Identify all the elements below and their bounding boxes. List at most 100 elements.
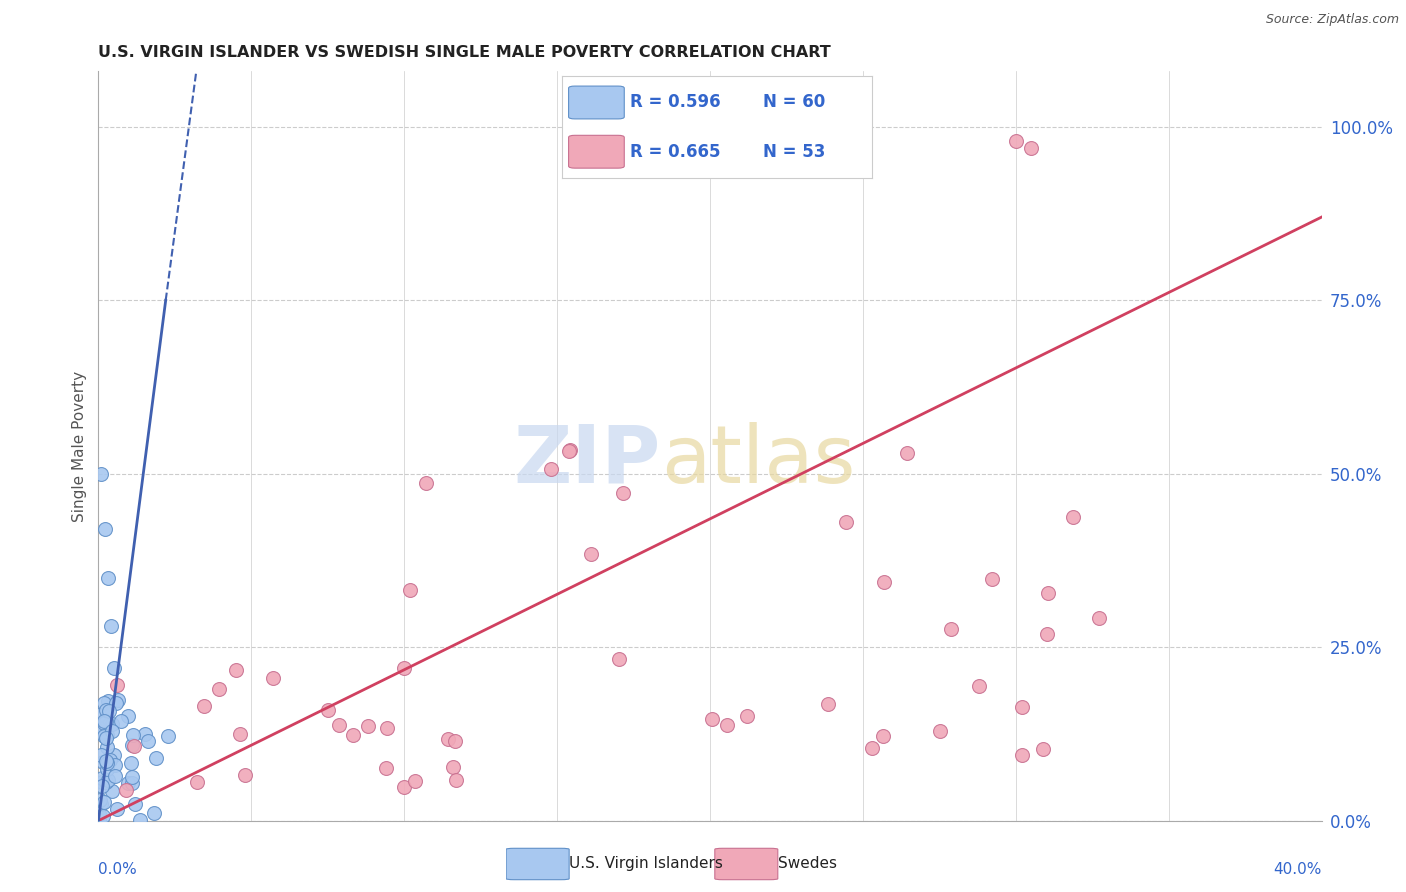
Point xyxy=(100,619,122,633)
Point xyxy=(104,769,127,783)
Point xyxy=(97,694,120,708)
Point xyxy=(557,443,579,458)
Point xyxy=(262,671,284,685)
Point xyxy=(91,808,114,822)
Point xyxy=(90,797,112,812)
Point xyxy=(90,771,112,785)
Point xyxy=(89,814,111,828)
Point xyxy=(117,776,139,790)
Point xyxy=(96,739,118,754)
Point xyxy=(94,775,117,789)
Point xyxy=(208,682,231,697)
Point xyxy=(375,762,398,776)
Point xyxy=(93,730,115,744)
Point xyxy=(93,696,115,710)
Point xyxy=(444,734,467,748)
Point xyxy=(444,772,467,787)
Point xyxy=(117,708,139,723)
Point xyxy=(356,719,378,733)
Text: 40.0%: 40.0% xyxy=(1274,862,1322,877)
Point xyxy=(1088,611,1111,625)
Point xyxy=(981,573,1004,587)
Point xyxy=(128,813,150,827)
Point xyxy=(107,693,129,707)
Point xyxy=(702,712,724,726)
Point xyxy=(110,714,132,728)
FancyBboxPatch shape xyxy=(568,87,624,119)
Text: R = 0.665: R = 0.665 xyxy=(630,143,721,161)
Point xyxy=(87,721,110,735)
Point xyxy=(105,802,128,816)
Point xyxy=(872,729,894,743)
Point xyxy=(225,663,247,677)
Point xyxy=(124,739,146,754)
Point xyxy=(1011,700,1033,714)
Text: 0.0%: 0.0% xyxy=(98,862,138,877)
Point xyxy=(328,718,350,732)
Y-axis label: Single Male Poverty: Single Male Poverty xyxy=(72,370,87,522)
Point xyxy=(94,714,117,729)
Point xyxy=(404,773,426,788)
Point xyxy=(115,783,138,797)
Point xyxy=(392,780,415,794)
Point xyxy=(121,770,143,784)
Point xyxy=(121,728,143,742)
Point xyxy=(103,748,125,763)
Point xyxy=(186,774,208,789)
Point xyxy=(93,714,115,728)
Text: atlas: atlas xyxy=(661,422,855,500)
Point xyxy=(136,734,159,748)
Point xyxy=(612,486,634,500)
Point xyxy=(89,807,111,822)
Point xyxy=(105,677,128,691)
Point xyxy=(929,724,952,739)
Point xyxy=(97,773,120,788)
Point xyxy=(93,522,115,536)
Point xyxy=(94,731,117,746)
Point xyxy=(437,731,460,746)
Point xyxy=(105,697,128,711)
Point xyxy=(560,443,582,458)
FancyBboxPatch shape xyxy=(714,848,778,880)
Point xyxy=(835,515,858,529)
Point xyxy=(120,756,142,770)
Point xyxy=(100,724,122,739)
Point xyxy=(967,679,990,693)
Point xyxy=(96,728,118,742)
Point xyxy=(96,762,118,776)
Point xyxy=(896,446,918,460)
Point xyxy=(735,709,758,723)
Point xyxy=(860,741,883,756)
Point xyxy=(1032,742,1054,756)
Point xyxy=(121,776,143,790)
FancyBboxPatch shape xyxy=(506,848,569,880)
Point xyxy=(540,462,562,476)
Point xyxy=(134,727,156,741)
Text: N = 60: N = 60 xyxy=(763,94,825,112)
Point xyxy=(121,738,143,752)
Point xyxy=(817,697,839,711)
Point xyxy=(579,547,602,561)
Point xyxy=(233,767,256,781)
Point xyxy=(1036,586,1059,600)
Text: U.S. VIRGIN ISLANDER VS SWEDISH SINGLE MALE POVERTY CORRELATION CHART: U.S. VIRGIN ISLANDER VS SWEDISH SINGLE M… xyxy=(98,45,831,61)
Point xyxy=(342,728,364,742)
Point xyxy=(101,784,124,798)
Point xyxy=(90,467,112,481)
Text: R = 0.596: R = 0.596 xyxy=(630,94,721,112)
Point xyxy=(97,571,120,585)
Point xyxy=(96,756,118,771)
Point xyxy=(399,583,422,598)
Point xyxy=(193,698,215,713)
Point xyxy=(441,760,464,774)
Point xyxy=(415,476,437,491)
Point xyxy=(316,703,339,717)
Point xyxy=(124,797,146,811)
Point xyxy=(1019,141,1042,155)
Point xyxy=(394,661,416,675)
Point xyxy=(93,716,115,731)
Point xyxy=(97,704,120,718)
Point xyxy=(607,652,630,666)
Text: U.S. Virgin Islanders: U.S. Virgin Islanders xyxy=(569,855,723,871)
Text: ZIP: ZIP xyxy=(513,422,661,500)
